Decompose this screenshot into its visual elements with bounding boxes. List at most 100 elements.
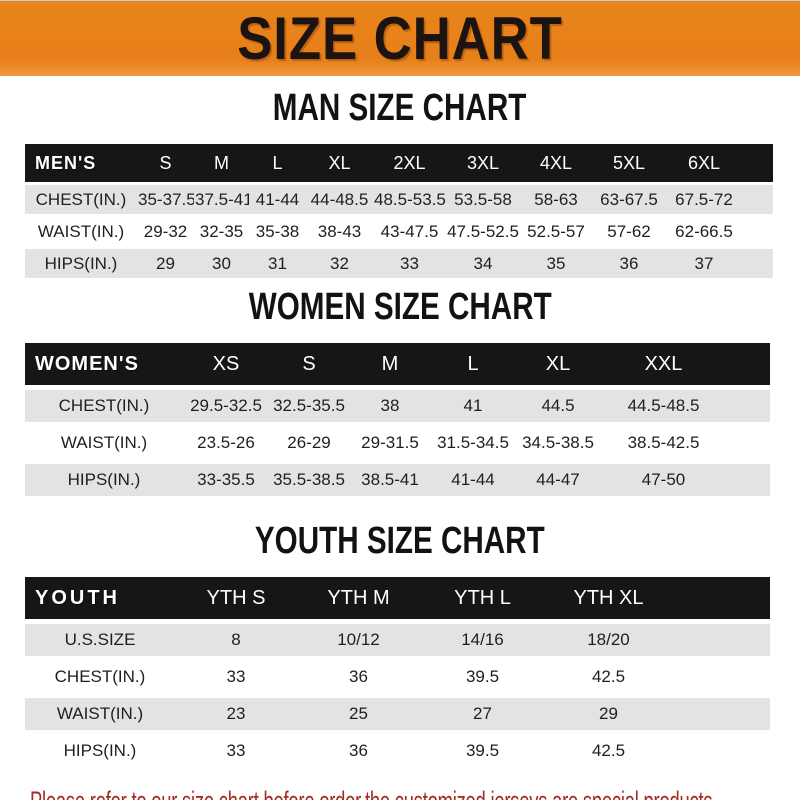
men-chest-row: CHEST(IN.) 35-37.5 37.5-41 41-44 44-48.5… <box>25 185 773 214</box>
size-col-header: M <box>194 144 249 182</box>
value-cell: 36 <box>297 661 420 693</box>
value-cell: 43-47.5 <box>373 217 446 246</box>
size-col-header: YTH M <box>297 577 420 619</box>
value-cell: 18/20 <box>545 624 672 656</box>
filler-cell <box>672 624 770 656</box>
value-cell: 62-66.5 <box>666 217 742 246</box>
row-label: U.S.SIZE <box>25 624 175 656</box>
value-cell: 38 <box>349 390 431 422</box>
youth-size-table: YOUTH YTH S YTH M YTH L YTH XL U.S.SIZE … <box>25 572 770 772</box>
filler-cell <box>672 698 770 730</box>
value-cell: 41-44 <box>431 464 515 496</box>
value-cell: 38.5-42.5 <box>601 427 726 459</box>
row-label: WAIST(IN.) <box>25 427 183 459</box>
value-cell: 53.5-58 <box>446 185 520 214</box>
size-col-header: XL <box>306 144 373 182</box>
value-cell: 57-62 <box>592 217 666 246</box>
value-cell: 37 <box>666 249 742 278</box>
size-col-header: S <box>269 343 349 385</box>
men-corner-label: MEN'S <box>25 144 137 182</box>
value-cell: 44-48.5 <box>306 185 373 214</box>
value-cell: 32 <box>306 249 373 278</box>
youth-section-heading-text: YOUTH SIZE CHART <box>255 520 545 562</box>
value-cell: 47.5-52.5 <box>446 217 520 246</box>
value-cell: 32.5-35.5 <box>269 390 349 422</box>
value-cell: 38.5-41 <box>349 464 431 496</box>
women-waist-row: WAIST(IN.) 23.5-26 26-29 29-31.5 31.5-34… <box>25 427 770 459</box>
value-cell: 37.5-41 <box>194 185 249 214</box>
women-size-table: WOMEN'S XS S M L XL XXL CHEST(IN.) 29.5-… <box>25 338 770 501</box>
value-cell: 35-37.5 <box>137 185 194 214</box>
value-cell: 29-32 <box>137 217 194 246</box>
women-corner-label: WOMEN'S <box>25 343 183 385</box>
row-label: WAIST(IN.) <box>25 698 175 730</box>
value-cell: 29 <box>545 698 672 730</box>
value-cell: 63-67.5 <box>592 185 666 214</box>
value-cell: 44-47 <box>515 464 601 496</box>
value-cell: 34 <box>446 249 520 278</box>
row-label: CHEST(IN.) <box>25 185 137 214</box>
value-cell: 39.5 <box>420 661 545 693</box>
men-waist-row: WAIST(IN.) 29-32 32-35 35-38 38-43 43-47… <box>25 217 773 246</box>
banner: SIZE CHART <box>0 0 800 76</box>
women-hips-row: HIPS(IN.) 33-35.5 35.5-38.5 38.5-41 41-4… <box>25 464 770 496</box>
value-cell: 38-43 <box>306 217 373 246</box>
value-cell: 33 <box>175 735 297 767</box>
value-cell: 36 <box>592 249 666 278</box>
value-cell: 39.5 <box>420 735 545 767</box>
value-cell: 44.5 <box>515 390 601 422</box>
row-label: WAIST(IN.) <box>25 217 137 246</box>
value-cell: 48.5-53.5 <box>373 185 446 214</box>
value-cell: 29 <box>137 249 194 278</box>
value-cell: 35-38 <box>249 217 306 246</box>
size-col-header: M <box>349 343 431 385</box>
value-cell: 34.5-38.5 <box>515 427 601 459</box>
row-label: HIPS(IN.) <box>25 735 175 767</box>
size-col-header: 3XL <box>446 144 520 182</box>
size-col-header: 2XL <box>373 144 446 182</box>
value-cell: 23 <box>175 698 297 730</box>
filler-cell <box>672 735 770 767</box>
men-header-row: MEN'S S M L XL 2XL 3XL 4XL 5XL 6XL <box>25 144 773 182</box>
men-section-heading-text: MAN SIZE CHART <box>273 87 527 129</box>
value-cell: 33 <box>175 661 297 693</box>
size-col-header: YTH XL <box>545 577 672 619</box>
value-cell: 32-35 <box>194 217 249 246</box>
value-cell: 23.5-26 <box>183 427 269 459</box>
size-col-header: XXL <box>601 343 726 385</box>
row-label: CHEST(IN.) <box>25 661 175 693</box>
filler-cell <box>742 144 773 182</box>
value-cell: 25 <box>297 698 420 730</box>
filler-cell <box>742 249 773 278</box>
value-cell: 26-29 <box>269 427 349 459</box>
filler-cell <box>742 185 773 214</box>
value-cell: 52.5-57 <box>520 217 592 246</box>
size-col-header: L <box>249 144 306 182</box>
women-section-heading-text: WOMEN SIZE CHART <box>248 286 552 328</box>
value-cell: 44.5-48.5 <box>601 390 726 422</box>
value-cell: 42.5 <box>545 735 672 767</box>
value-cell: 31 <box>249 249 306 278</box>
size-col-header: 6XL <box>666 144 742 182</box>
value-cell: 35.5-38.5 <box>269 464 349 496</box>
youth-section-heading: YOUTH SIZE CHART <box>0 521 800 566</box>
filler-cell <box>672 661 770 693</box>
value-cell: 10/12 <box>297 624 420 656</box>
value-cell: 8 <box>175 624 297 656</box>
banner-title: SIZE CHART <box>237 4 563 72</box>
women-section-heading: WOMEN SIZE CHART <box>0 287 800 332</box>
youth-ussize-row: U.S.SIZE 8 10/12 14/16 18/20 <box>25 624 770 656</box>
value-cell: 41-44 <box>249 185 306 214</box>
men-hips-row: HIPS(IN.) 29 30 31 32 33 34 35 36 37 <box>25 249 773 278</box>
size-col-header: 4XL <box>520 144 592 182</box>
row-label: HIPS(IN.) <box>25 249 137 278</box>
men-section-heading: MAN SIZE CHART <box>0 88 800 133</box>
size-col-header: XL <box>515 343 601 385</box>
value-cell: 67.5-72 <box>666 185 742 214</box>
filler-cell <box>742 217 773 246</box>
youth-corner-label: YOUTH <box>25 577 175 619</box>
women-header-row: WOMEN'S XS S M L XL XXL <box>25 343 770 385</box>
size-col-header: S <box>137 144 194 182</box>
value-cell: 36 <box>297 735 420 767</box>
size-col-header: XS <box>183 343 269 385</box>
